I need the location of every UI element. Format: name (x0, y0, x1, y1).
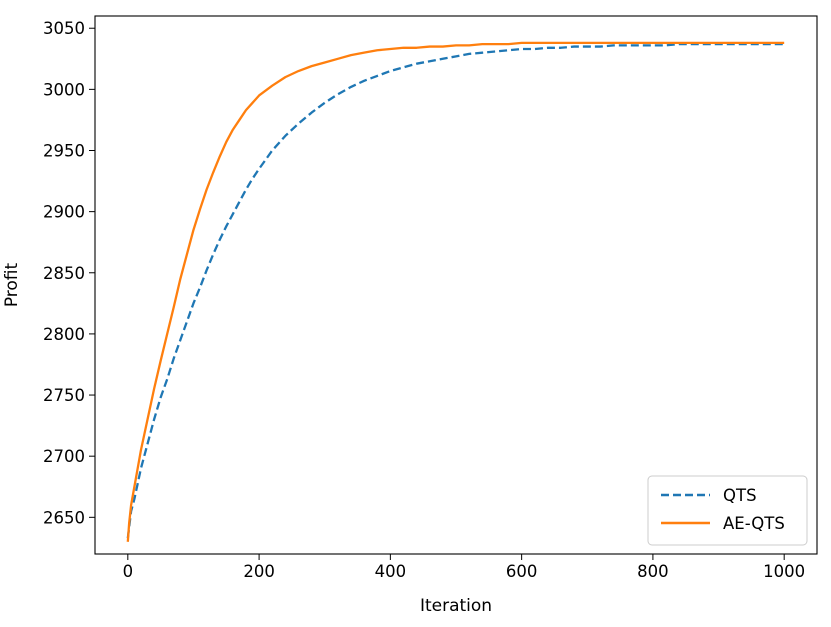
plot-area (126, 41, 785, 542)
x-axis-label: Iteration (420, 596, 492, 616)
x-tick-label: 800 (637, 562, 669, 581)
legend-label-qts: QTS (723, 486, 757, 505)
x-tick-label: 600 (506, 562, 538, 581)
y-tick-label: 3000 (43, 80, 85, 99)
legend: QTS AE-QTS (647, 475, 808, 546)
axes-frame (94, 15, 818, 555)
y-tick-label: 2750 (43, 386, 85, 405)
y-tick-label: 2650 (43, 508, 85, 527)
legend-label-ae-qts: AE-QTS (723, 514, 785, 533)
x-tick-label: 1000 (763, 562, 805, 581)
y-tick-label: 2800 (43, 325, 85, 344)
series-line-qts (126, 42, 785, 539)
x-tick-label: 400 (375, 562, 407, 581)
y-axis-label: Profit (2, 262, 22, 307)
y-tick-label: 2900 (43, 203, 85, 222)
x-tick-label: 0 (123, 562, 134, 581)
y-tick-label: 2850 (43, 264, 85, 283)
x-tick-label: 200 (243, 562, 275, 581)
y-tick-label: 2700 (43, 447, 85, 466)
y-tick-label: 2950 (43, 142, 85, 161)
legend-box (647, 475, 808, 546)
axis-ticks: 0 200 400 600 800 1000 2650 2700 2750 2800 2850 290… (43, 19, 805, 581)
series-line-ae-qts (126, 41, 785, 542)
y-tick-label: 3050 (43, 19, 85, 38)
